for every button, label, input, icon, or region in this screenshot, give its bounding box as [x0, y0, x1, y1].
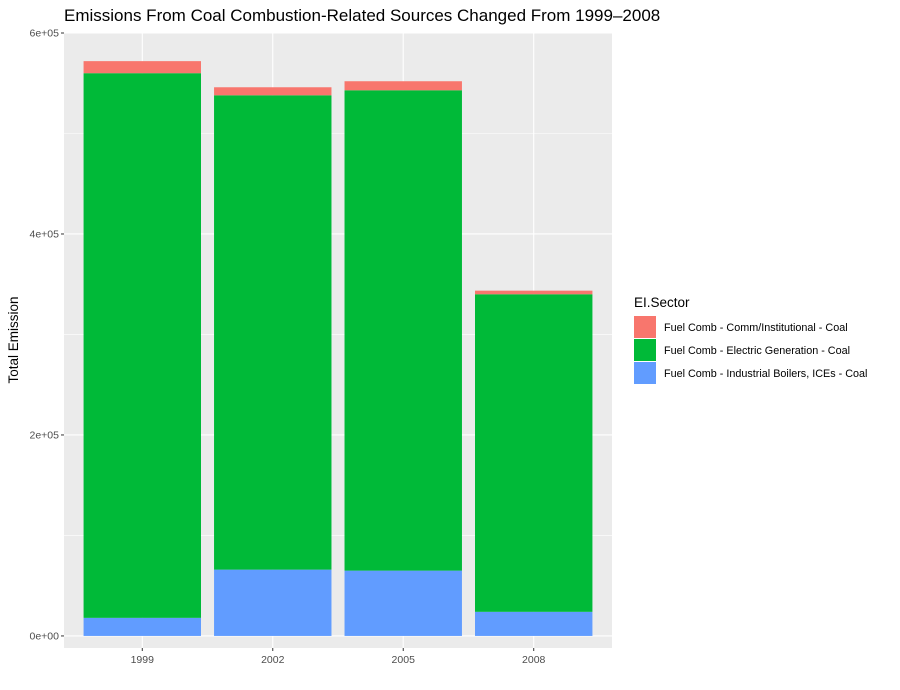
bar-segment [475, 611, 593, 636]
legend-label: Fuel Comb - Electric Generation - Coal [664, 345, 850, 357]
y-tick-label: 2e+05 [30, 429, 60, 441]
bar-segment [475, 294, 593, 612]
x-tick-label: 2005 [392, 654, 416, 666]
y-tick-label: 6e+05 [30, 28, 60, 40]
y-axis-ticks: 0e+00 2e+05 4e+05 6e+05 [30, 28, 64, 642]
bar-segment [214, 95, 332, 570]
bar-segment [344, 81, 462, 91]
x-tick-label: 1999 [131, 654, 155, 666]
bar-segment [475, 290, 593, 295]
legend-title: EI.Sector [634, 295, 690, 310]
y-axis-title: Total Emission [6, 296, 21, 383]
bar-segment [83, 73, 201, 618]
bars [83, 61, 593, 636]
bar-segment [214, 569, 332, 636]
legend-label: Fuel Comb - Industrial Boilers, ICEs - C… [664, 368, 867, 380]
legend-label: Fuel Comb - Comm/Institutional - Coal [664, 322, 848, 334]
x-tick-label: 2002 [261, 654, 285, 666]
legend-key [634, 362, 656, 384]
x-tick-label: 2008 [522, 654, 546, 666]
legend-key [634, 316, 656, 338]
bar-segment [83, 61, 201, 74]
legend-key [634, 339, 656, 361]
y-tick-label: 0e+00 [30, 630, 60, 642]
y-tick-label: 4e+05 [30, 228, 60, 240]
chart-title: Emissions From Coal Combustion-Related S… [64, 6, 660, 25]
bar-segment [83, 617, 201, 636]
legend: EI.Sector Fuel Comb - Comm/Institutional… [634, 295, 867, 384]
bar-segment [214, 87, 332, 96]
bar-segment [344, 570, 462, 636]
x-axis-ticks: 1999 2002 2005 2008 [131, 648, 546, 666]
bar-segment [344, 90, 462, 571]
